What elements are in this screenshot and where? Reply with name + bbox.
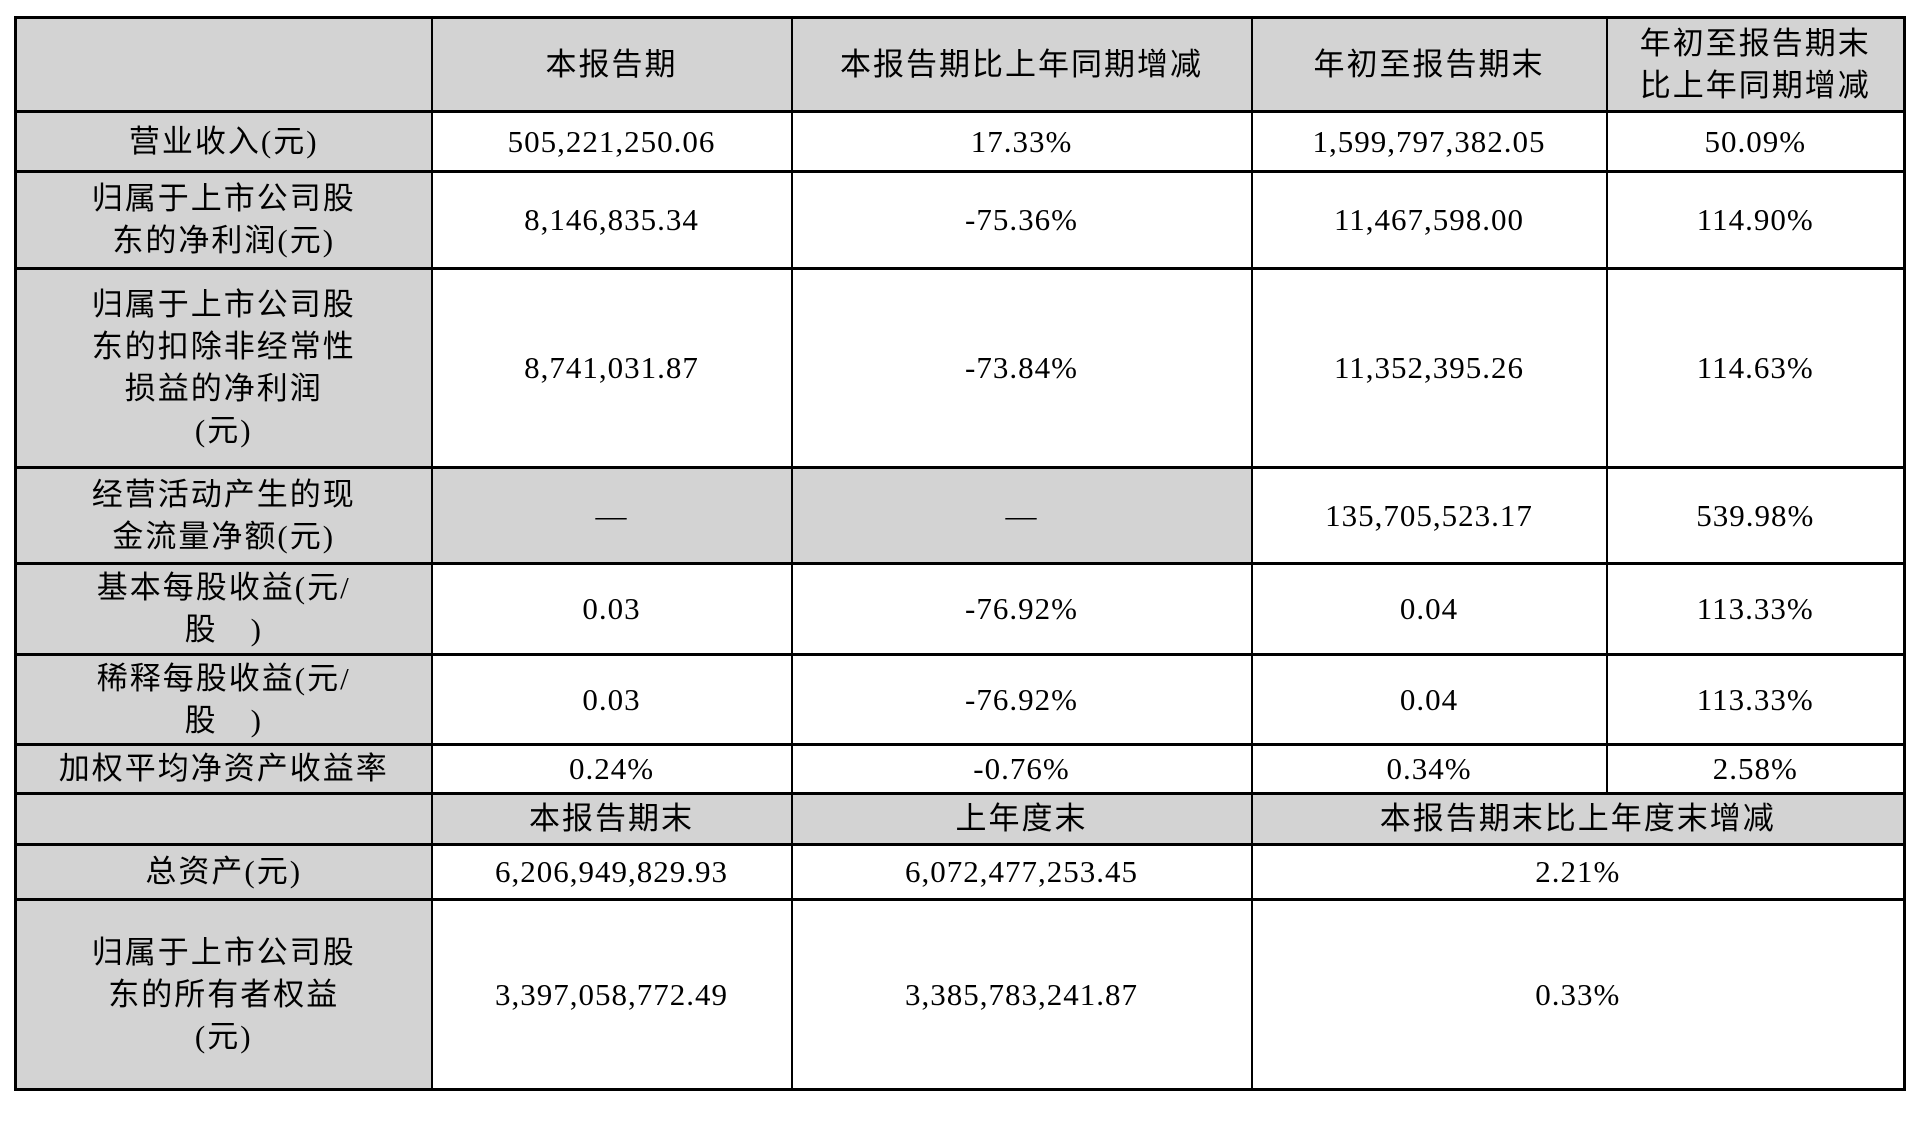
cell-yoy-na: — xyxy=(790,466,1253,565)
cell-ytd: 0.04 xyxy=(1250,562,1608,656)
cell-current: 505,221,250.06 xyxy=(430,110,793,173)
row-label: 加权平均净资产收益率 xyxy=(14,743,433,796)
row-label: 稀释每股收益(元/ 股 ) xyxy=(14,652,433,747)
row-label: 总资产(元) xyxy=(14,843,433,902)
cell-ytd: 0.04 xyxy=(1250,652,1608,747)
header-ytd: 年初至报告期末 xyxy=(1250,16,1608,113)
table-row-net-profit: 归属于上市公司股 东的净利润(元) 8,146,835.34 -75.36% 1… xyxy=(14,170,1906,270)
cell-ytd-yoy: 114.90% xyxy=(1605,170,1906,270)
header-row-end-of-period: 本报告期末 上年度末 本报告期末比上年度末增减 xyxy=(14,792,1906,847)
cell-yoy: -75.36% xyxy=(790,170,1253,270)
cell-current: 0.03 xyxy=(430,652,793,747)
cell-yoy: -0.76% xyxy=(790,743,1253,796)
cell-yoy: -76.92% xyxy=(790,562,1253,656)
cell-change: 0.33% xyxy=(1250,898,1906,1092)
row-label: 归属于上市公司股 东的扣除非经常性 损益的净利润 (元) xyxy=(14,267,433,469)
cell-ytd-yoy: 50.09% xyxy=(1605,110,1906,173)
table-row-total-assets: 总资产(元) 6,206,949,829.93 6,072,477,253.45… xyxy=(14,843,1906,902)
table-row-owners-equity: 归属于上市公司股 东的所有者权益 (元) 3,397,058,772.49 3,… xyxy=(14,898,1906,1092)
table-row-revenue: 营业收入(元) 505,221,250.06 17.33% 1,599,797,… xyxy=(14,110,1906,173)
cell-current: 0.03 xyxy=(430,562,793,656)
cell-ytd-yoy: 114.63% xyxy=(1605,267,1906,469)
cell-change: 2.21% xyxy=(1250,843,1906,902)
cell-current: 8,146,835.34 xyxy=(430,170,793,270)
row-label: 归属于上市公司股 东的所有者权益 (元) xyxy=(14,898,433,1092)
cell-end-of-prior-year: 6,072,477,253.45 xyxy=(790,843,1253,902)
table-row-basic-eps: 基本每股收益(元/ 股 ) 0.03 -76.92% 0.04 113.33% xyxy=(14,562,1906,656)
header-end-of-period: 本报告期末 xyxy=(430,792,793,847)
header2-corner-cell xyxy=(14,792,433,847)
cell-yoy: 17.33% xyxy=(790,110,1253,173)
header-current-period: 本报告期 xyxy=(430,16,793,113)
table-row-diluted-eps: 稀释每股收益(元/ 股 ) 0.03 -76.92% 0.04 113.33% xyxy=(14,652,1906,747)
row-label: 基本每股收益(元/ 股 ) xyxy=(14,562,433,656)
cell-end-of-prior-year: 3,385,783,241.87 xyxy=(790,898,1253,1092)
table-row-weighted-avg-roe: 加权平均净资产收益率 0.24% -0.76% 0.34% 2.58% xyxy=(14,743,1906,796)
cell-yoy: -73.84% xyxy=(790,267,1253,469)
cell-ytd-yoy: 113.33% xyxy=(1605,652,1906,747)
cell-ytd-yoy: 539.98% xyxy=(1605,466,1906,565)
cell-ytd-yoy: 113.33% xyxy=(1605,562,1906,656)
header-corner-cell xyxy=(14,16,433,113)
cell-ytd: 135,705,523.17 xyxy=(1250,466,1608,565)
row-label: 经营活动产生的现 金流量净额(元) xyxy=(14,466,433,565)
cell-end-of-period: 3,397,058,772.49 xyxy=(430,898,793,1092)
financial-summary-table: 本报告期 本报告期比上年同期增减 年初至报告期末 年初至报告期末 比上年同期增减… xyxy=(14,16,1906,1092)
cell-ytd: 11,352,395.26 xyxy=(1250,267,1608,469)
row-label: 营业收入(元) xyxy=(14,110,433,173)
cell-ytd: 0.34% xyxy=(1250,743,1608,796)
cell-ytd: 1,599,797,382.05 xyxy=(1250,110,1608,173)
header-row-period: 本报告期 本报告期比上年同期增减 年初至报告期末 年初至报告期末 比上年同期增减 xyxy=(14,16,1906,113)
header-current-period-yoy: 本报告期比上年同期增减 xyxy=(790,16,1253,113)
cell-ytd: 11,467,598.00 xyxy=(1250,170,1608,270)
table-row-net-profit-excl-nonrecurring: 归属于上市公司股 东的扣除非经常性 损益的净利润 (元) 8,741,031.8… xyxy=(14,267,1906,469)
header-end-of-prior-year: 上年度末 xyxy=(790,792,1253,847)
cell-end-of-period: 6,206,949,829.93 xyxy=(430,843,793,902)
header-ytd-yoy: 年初至报告期末 比上年同期增减 xyxy=(1605,16,1906,113)
header-change-vs-prior-year-end: 本报告期末比上年度末增减 xyxy=(1250,792,1906,847)
cell-current: 0.24% xyxy=(430,743,793,796)
cell-yoy: -76.92% xyxy=(790,652,1253,747)
cell-ytd-yoy: 2.58% xyxy=(1605,743,1906,796)
cell-current-na: — xyxy=(430,466,793,565)
row-label: 归属于上市公司股 东的净利润(元) xyxy=(14,170,433,270)
table-row-operating-cash-flow: 经营活动产生的现 金流量净额(元) — — 135,705,523.17 539… xyxy=(14,466,1906,565)
cell-current: 8,741,031.87 xyxy=(430,267,793,469)
